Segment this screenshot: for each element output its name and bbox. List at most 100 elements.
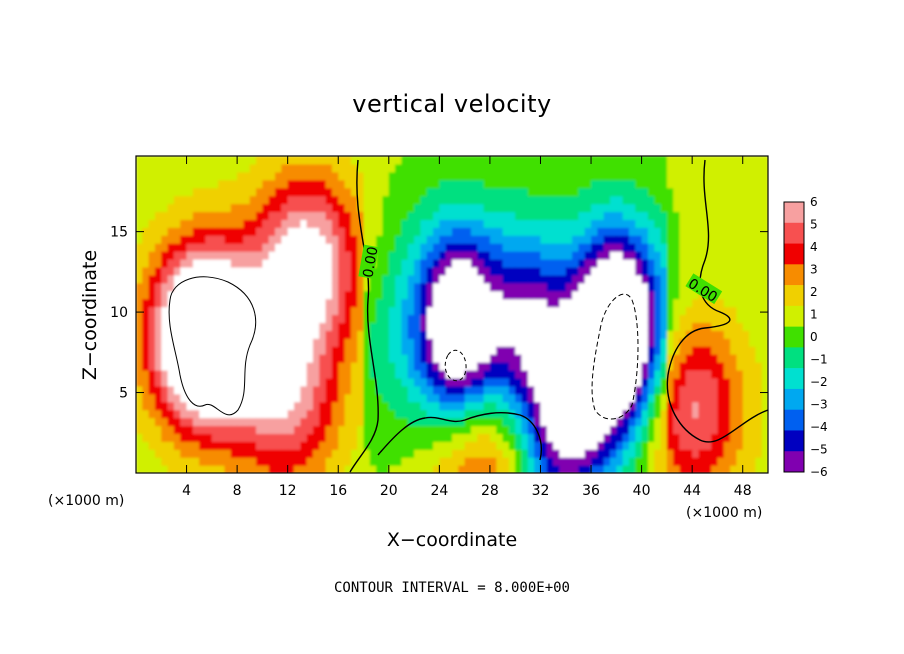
field-cell — [237, 266, 245, 276]
field-cell — [344, 417, 352, 427]
field-cell — [597, 465, 605, 473]
field-cell — [565, 187, 573, 197]
field-cell — [287, 377, 295, 387]
field-cell — [635, 393, 643, 403]
field-cell — [755, 282, 763, 292]
field-cell — [534, 195, 542, 205]
field-cell — [666, 322, 674, 331]
field-cell — [243, 179, 251, 189]
field-cell — [452, 290, 459, 300]
field-cell — [736, 298, 744, 308]
field-cell — [167, 298, 175, 308]
field-cell — [363, 298, 371, 308]
field-cell — [445, 266, 453, 276]
field-cell — [173, 187, 181, 197]
field-cell — [565, 465, 573, 473]
field-cell — [237, 195, 245, 205]
field-cell — [192, 322, 200, 331]
field-cell — [249, 354, 257, 363]
field-cell — [635, 306, 643, 316]
field-cell — [546, 195, 554, 205]
field-cell — [546, 156, 554, 165]
field-cell — [704, 211, 712, 221]
field-cell — [622, 425, 630, 434]
field-cell — [426, 274, 434, 284]
field-cell — [654, 425, 662, 434]
field-cell — [445, 401, 453, 411]
field-cell — [173, 314, 181, 324]
field-cell — [591, 274, 598, 284]
field-cell — [679, 417, 687, 427]
field-cell — [635, 338, 643, 347]
field-cell — [281, 163, 289, 173]
field-cell — [742, 251, 750, 260]
field-cell — [647, 409, 655, 419]
field-cell — [496, 203, 504, 213]
field-cell — [654, 243, 662, 252]
field-cell — [534, 179, 542, 189]
field-cell — [458, 179, 466, 189]
field-cell — [331, 338, 339, 347]
field-cell — [376, 417, 384, 427]
field-cell — [325, 243, 333, 252]
field-cell — [306, 219, 314, 228]
field-cell — [376, 235, 384, 244]
field-cell — [635, 156, 643, 165]
field-cell — [704, 156, 712, 165]
field-cell — [654, 282, 662, 292]
colorbar-swatch — [784, 326, 804, 348]
field-cell — [679, 401, 687, 411]
field-cell — [717, 219, 725, 228]
field-cell — [553, 282, 561, 292]
field-cell — [761, 163, 768, 173]
field-cell — [350, 235, 358, 244]
field-cell — [218, 195, 226, 205]
field-cell — [331, 306, 339, 316]
field-cell — [344, 425, 352, 434]
field-cell — [502, 187, 510, 197]
field-cell — [679, 409, 687, 419]
field-cell — [243, 266, 251, 276]
field-cell — [294, 179, 301, 189]
field-cell — [704, 322, 712, 331]
field-cell — [395, 417, 403, 427]
field-cell — [546, 211, 554, 221]
field-cell — [136, 393, 143, 403]
field-cell — [628, 354, 636, 363]
field-cell — [173, 306, 181, 316]
field-cell — [521, 441, 529, 450]
field-cell — [736, 187, 744, 197]
field-cell — [312, 362, 320, 371]
field-cell — [319, 354, 327, 363]
field-cell — [597, 441, 605, 450]
field-cell — [205, 314, 213, 324]
field-cell — [477, 306, 485, 316]
field-cell — [312, 385, 320, 395]
field-cell — [679, 259, 687, 268]
field-cell — [654, 266, 662, 276]
field-cell — [414, 433, 421, 442]
field-cell — [268, 187, 276, 197]
field-cell — [161, 385, 169, 395]
field-cell — [660, 441, 668, 450]
field-cell — [559, 266, 567, 276]
field-cell — [698, 425, 706, 434]
field-cell — [262, 330, 270, 339]
field-cell — [749, 282, 756, 292]
field-cell — [142, 259, 150, 268]
field-cell — [218, 354, 226, 363]
field-cell — [382, 211, 390, 221]
field-cell — [167, 219, 175, 228]
field-cell — [603, 195, 611, 205]
field-cell — [433, 465, 440, 473]
field-cell — [610, 449, 617, 458]
field-cell — [414, 465, 421, 473]
field-cell — [173, 346, 181, 355]
field-cell — [685, 187, 693, 197]
field-cell — [161, 417, 169, 427]
field-cell — [622, 195, 630, 205]
field-cell — [685, 338, 693, 347]
field-cell — [603, 290, 611, 300]
field-cell — [306, 441, 314, 450]
field-cell — [591, 330, 598, 339]
